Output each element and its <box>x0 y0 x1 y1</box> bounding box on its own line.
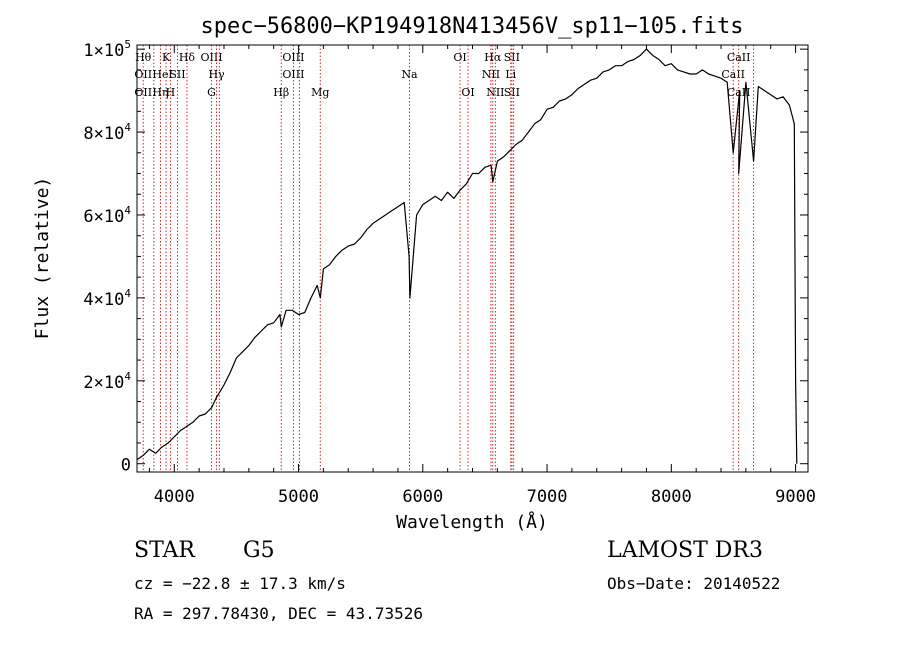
y-tick-label: 0 <box>121 456 131 476</box>
x-axis-label: Wavelength (Å) <box>396 511 548 533</box>
spectral-subclass: G5 <box>243 538 275 563</box>
spectral-line-label: OIII <box>282 51 304 64</box>
spectral-line-label: OI <box>453 51 466 64</box>
y-tick-mantissa: 8×10 <box>83 124 124 144</box>
x-tick-label: 6000 <box>402 487 443 507</box>
spectral-line-label: CaII <box>727 51 751 64</box>
y-tick-exponent: 4 <box>124 370 131 383</box>
x-tick-label: 9000 <box>775 487 816 507</box>
y-tick-label: 4×104 <box>83 287 131 310</box>
y-tick-label: 1×105 <box>83 38 131 61</box>
y-tick-exponent: 4 <box>124 287 131 300</box>
y-tick-exponent: 4 <box>124 121 131 134</box>
y-tick-label: 8×104 <box>83 121 131 144</box>
y-tick-exponent: 4 <box>124 204 131 217</box>
spectral-line-label: Hη <box>152 86 168 99</box>
y-tick-label: 6×104 <box>83 204 131 227</box>
spectral-line-label: SII <box>504 51 520 64</box>
y-axis-label: Flux (relative) <box>32 177 53 340</box>
spectral-line-label: CaII <box>721 68 745 81</box>
x-tick-label: 8000 <box>651 487 692 507</box>
spectral-line-label: Hβ <box>273 86 289 99</box>
spectral-line-label: Hδ <box>179 51 196 64</box>
chart-title: spec−56800−KP194918N413456V_sp11−105.fit… <box>200 14 743 39</box>
spectral-line-label: H <box>166 86 176 99</box>
object-type: STAR <box>134 538 195 563</box>
spectral-line-label: I <box>168 68 172 81</box>
y-tick-mantissa: 4×10 <box>83 290 124 310</box>
spectral-line-label: SII <box>169 68 185 81</box>
plot-frame <box>136 44 809 473</box>
y-tick-exponent: 5 <box>124 38 131 51</box>
survey-name: LAMOST DR3 <box>607 538 763 563</box>
spectral-line-label: K <box>162 51 171 64</box>
spectral-line-label: OIII <box>282 68 304 81</box>
spectral-line-label: G <box>207 86 216 99</box>
spectral-line-label: OI <box>461 86 474 99</box>
y-tick-mantissa: 1×10 <box>83 41 124 61</box>
spectral-line-label: Na <box>401 68 418 81</box>
ra-dec-coordinates: RA = 297.78430, DEC = 43.73526 <box>134 604 423 623</box>
spectrum-series-line <box>136 48 798 464</box>
x-tick-label: 4000 <box>154 487 195 507</box>
x-axis-ticks: 4000 5000 6000 7000 8000 9000 <box>148 45 816 507</box>
y-tick-mantissa: 6×10 <box>83 207 124 227</box>
spectral-line-label: Hα <box>484 51 502 64</box>
spectral-line-label: OII <box>134 68 152 81</box>
x-tick-label: 7000 <box>527 487 568 507</box>
spectral-line-label: NII <box>486 86 504 99</box>
spectral-line-label: OII <box>134 86 152 99</box>
y-tick-mantissa: 0 <box>121 456 131 476</box>
spectral-line-label: OIII <box>201 51 223 64</box>
spectral-line-label: SII <box>504 86 520 99</box>
spectral-line-label: He <box>152 68 168 81</box>
y-tick-mantissa: 2×10 <box>83 373 124 393</box>
y-tick-label: 2×104 <box>83 370 131 393</box>
spectral-line-label: Li <box>505 68 516 81</box>
spectral-line-label: Mg <box>311 86 329 99</box>
observation-date: Obs−Date: 20140522 <box>607 574 781 593</box>
x-tick-label: 5000 <box>278 487 319 507</box>
redshift-cz: cz = −22.8 ± 17.3 km/s <box>134 574 346 593</box>
spectral-line-label: Hθ <box>135 51 152 64</box>
spectral-line-label: NII <box>482 68 500 81</box>
spectral-line-label: Hγ <box>208 68 225 81</box>
